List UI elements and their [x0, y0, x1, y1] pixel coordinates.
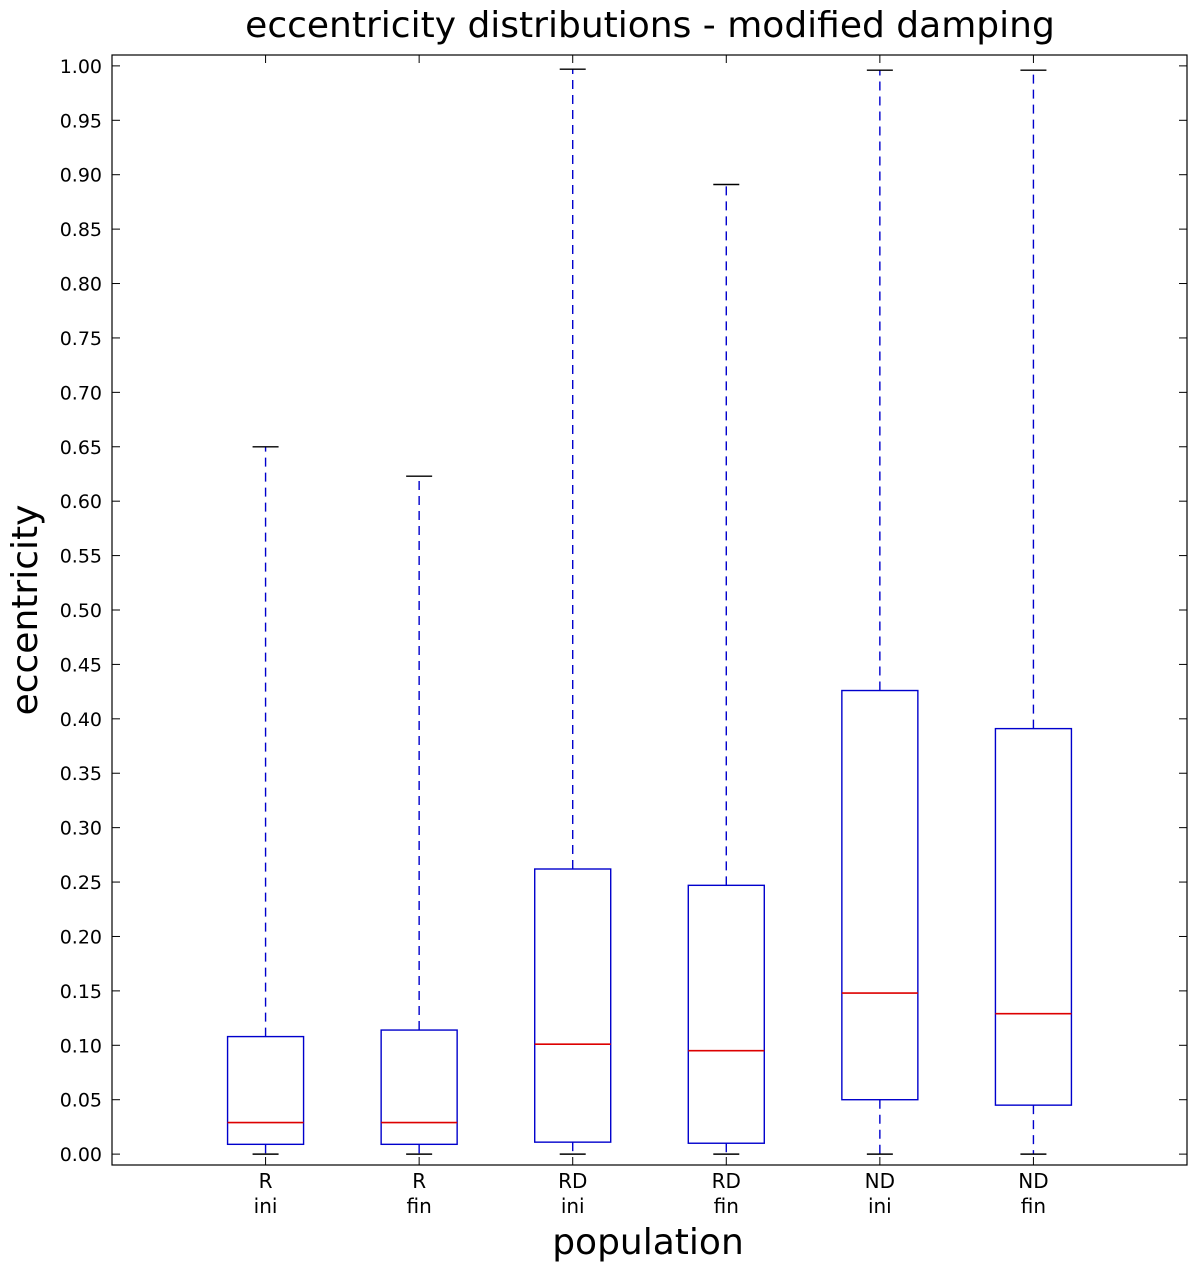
x-tick-label-line1: RD	[558, 1169, 587, 1193]
y-axis-label: eccentricity	[5, 505, 46, 716]
box-nd-ini	[841, 69, 919, 1155]
y-tick-label: 0.25	[60, 872, 102, 894]
iqr-box	[687, 884, 765, 1144]
y-tick-label: 0.80	[60, 274, 102, 296]
x-axis-label: population	[552, 1222, 744, 1263]
box-rd-fin	[687, 183, 765, 1155]
y-tick-label: 0.45	[60, 654, 102, 676]
iqr-box	[380, 1029, 458, 1146]
y-tick-label: 0.95	[60, 110, 102, 132]
y-tick-label: 0.55	[60, 546, 102, 568]
y-tick-label: 0.90	[60, 165, 102, 187]
y-tick-label: 1.00	[60, 56, 102, 78]
y-tick-label: 0.10	[60, 1035, 102, 1057]
y-tick-label: 0.00	[60, 1144, 102, 1166]
x-tick-label-line2: ini	[561, 1194, 585, 1218]
x-tick-label-line2: fin	[407, 1194, 432, 1218]
y-tick-label: 0.40	[60, 709, 102, 731]
boxes-group	[226, 68, 1073, 1155]
y-tick-label: 0.20	[60, 926, 102, 948]
y-tick-label: 0.30	[60, 818, 102, 840]
y-tick-label: 0.60	[60, 491, 102, 513]
box-r-fin	[380, 475, 458, 1155]
iqr-box	[534, 868, 612, 1143]
x-tick-label-line2: fin	[1021, 1194, 1046, 1218]
x-tick-label-line2: fin	[714, 1194, 739, 1218]
chart-title: eccentricity distributions - modified da…	[245, 5, 1055, 46]
x-tick-label-line1: ND	[1018, 1169, 1048, 1193]
y-tick-label: 0.70	[60, 382, 102, 404]
y-tick-label: 0.85	[60, 219, 102, 241]
x-tick-label-line2: ini	[254, 1194, 278, 1218]
box-r-ini	[226, 446, 305, 1155]
iqr-box	[841, 689, 919, 1101]
x-tick-label-line1: R	[259, 1169, 273, 1193]
plot-frame	[111, 54, 1188, 1166]
y-tick-label: 0.75	[60, 328, 102, 350]
box-rd-ini	[534, 68, 612, 1155]
y-axis: 0.00 0.05 0.10 0.15 0.20 0.25 0.30 0.35 0.40 0.45…	[60, 56, 1187, 1166]
iqr-box	[994, 727, 1073, 1106]
y-tick-label: 0.35	[60, 763, 102, 785]
y-tick-label: 0.05	[60, 1090, 102, 1112]
y-tick-label: 0.50	[60, 600, 102, 622]
x-tick-label-line1: R	[412, 1169, 426, 1193]
x-tick-label-line2: ini	[868, 1194, 892, 1218]
y-tick-label: 0.65	[60, 437, 102, 459]
x-tick-label-line1: ND	[865, 1169, 895, 1193]
y-tick-label: 0.15	[60, 981, 102, 1003]
x-tick-label-line1: RD	[712, 1169, 741, 1193]
box-nd-fin	[994, 69, 1073, 1155]
iqr-box	[226, 1035, 305, 1146]
